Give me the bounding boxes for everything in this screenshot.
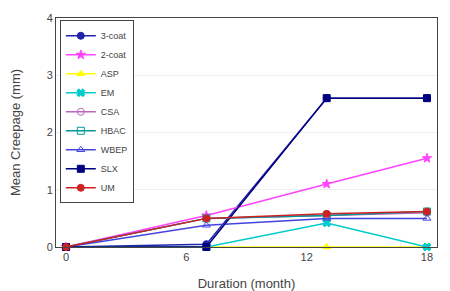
svg-text:UM: UM	[101, 183, 115, 193]
svg-text:1: 1	[47, 184, 53, 196]
svg-text:18: 18	[421, 251, 433, 263]
svg-text:3-coat: 3-coat	[101, 31, 127, 41]
svg-text:12: 12	[301, 251, 313, 263]
svg-text:2-coat: 2-coat	[101, 50, 127, 60]
svg-text:0: 0	[63, 251, 69, 263]
svg-text:2: 2	[47, 126, 53, 138]
svg-text:CSA: CSA	[101, 107, 120, 117]
svg-text:3: 3	[47, 69, 53, 81]
svg-text:ASP: ASP	[101, 69, 119, 79]
svg-text:Duration (month): Duration (month)	[198, 276, 296, 291]
svg-text:EM: EM	[101, 88, 115, 98]
svg-text:HBAC: HBAC	[101, 126, 127, 136]
svg-text:Mean Creepage (mm): Mean Creepage (mm)	[8, 69, 23, 196]
svg-text:4: 4	[47, 12, 53, 24]
svg-text:0: 0	[47, 241, 53, 253]
svg-text:WBEP: WBEP	[101, 145, 128, 155]
svg-text:6: 6	[183, 251, 189, 263]
svg-text:SLX: SLX	[101, 164, 118, 174]
